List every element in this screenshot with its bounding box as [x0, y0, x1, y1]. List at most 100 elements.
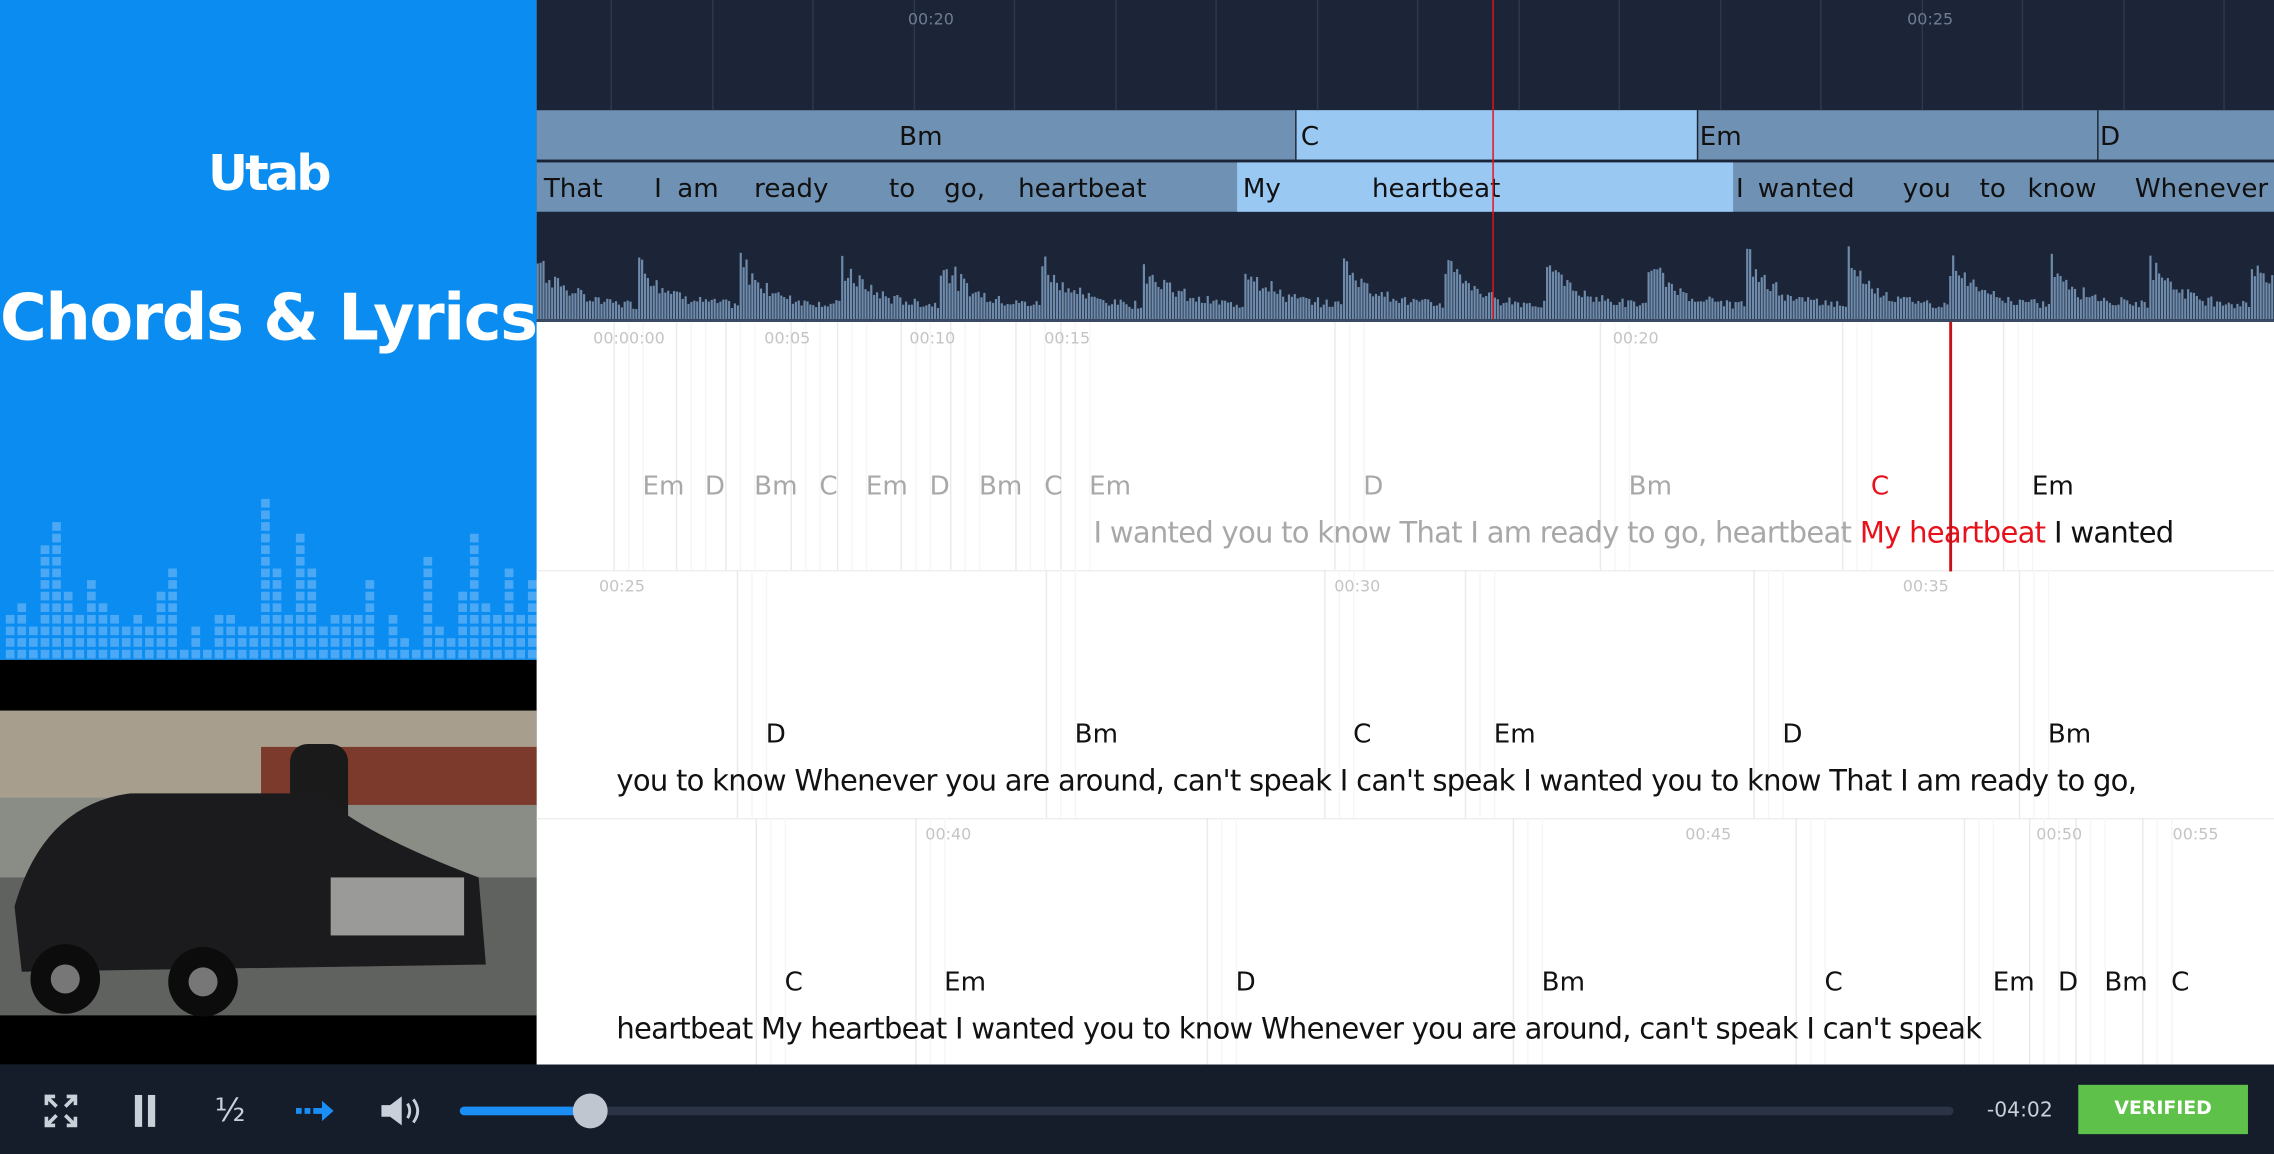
wave-bar	[1734, 302, 1737, 320]
progress-knob[interactable]	[572, 1093, 608, 1129]
wave-bar	[1972, 279, 1975, 320]
wave-bar	[2111, 305, 2114, 320]
wave-bar	[1763, 274, 1766, 320]
wave-bar	[1896, 296, 1900, 320]
wave-bar	[1482, 297, 1485, 320]
volume-button[interactable]	[380, 1094, 421, 1129]
wave-bar	[2259, 272, 2262, 320]
eq-cell	[63, 626, 73, 636]
eq-cell	[319, 638, 328, 647]
wave-bar	[1720, 300, 1723, 320]
eq-cell	[156, 626, 166, 636]
eq-cell	[295, 649, 305, 659]
wave-bar	[684, 296, 687, 320]
eq-cell	[29, 649, 38, 659]
wave-bar	[1186, 300, 1189, 320]
wave-bar	[1740, 301, 1743, 320]
wave-bar	[2233, 308, 2236, 320]
chord-divider	[2097, 110, 2099, 160]
word: Whenever	[2134, 174, 2269, 205]
word: wanted	[1757, 174, 1855, 205]
loop-button[interactable]	[295, 1099, 334, 1122]
progress-track[interactable]	[459, 1106, 1954, 1116]
wave-bar	[1212, 300, 1215, 320]
grid-line	[819, 321, 821, 570]
verified-button[interactable]: VERIFIED	[2078, 1084, 2248, 1135]
eq-cell	[516, 614, 526, 624]
wave-bar	[933, 302, 937, 320]
eq-cell	[191, 638, 201, 647]
wave-bar	[1438, 303, 1441, 320]
wave-bar	[568, 295, 571, 320]
eq-cell	[156, 591, 166, 601]
eq-cell	[52, 533, 61, 543]
wave-bar	[1267, 291, 1270, 320]
eq-cell	[353, 614, 363, 624]
eq-cell	[168, 603, 177, 613]
wave-bar	[2224, 304, 2227, 320]
beat-line	[1416, 0, 1419, 111]
wave-bar	[838, 300, 841, 320]
wave-bar	[1479, 293, 1482, 320]
word: I	[1736, 174, 1744, 205]
eq-cell	[295, 591, 305, 601]
wave-bar	[855, 286, 858, 320]
wave-bar	[1218, 304, 1221, 320]
word: to	[889, 174, 916, 205]
grid-line	[739, 321, 742, 570]
wave-bar	[1519, 307, 1523, 320]
wave-bar	[1284, 301, 1288, 320]
wave-bar	[1650, 270, 1653, 320]
video	[0, 659, 537, 1065]
grid-line	[1992, 817, 1995, 1066]
wave-bar	[1360, 278, 1363, 320]
word: heartbeat	[1018, 174, 1147, 205]
eq-cell	[249, 626, 259, 636]
wave-bar	[1508, 297, 1511, 320]
eq-cell	[87, 591, 96, 601]
eq-cell	[272, 591, 282, 601]
wave-bar	[751, 273, 754, 320]
wave-bar	[1662, 272, 1665, 320]
eq-cell	[504, 638, 514, 647]
eq-cell	[52, 580, 61, 589]
wave-bar	[1276, 293, 1279, 320]
wave-bar	[1148, 276, 1151, 320]
wave-bar	[1722, 306, 1726, 320]
wave-bar	[699, 296, 702, 320]
wave-bar	[638, 257, 641, 320]
wave-bar	[1450, 260, 1453, 320]
speed-button[interactable]: ½	[214, 1093, 246, 1130]
wave-bar	[948, 283, 951, 320]
wave-bar	[1638, 305, 1642, 320]
wave-bar	[1995, 297, 1998, 320]
wave-bar	[1250, 276, 1253, 320]
eq-cell	[295, 626, 305, 636]
wave-bar	[768, 296, 771, 320]
wave-bar	[1514, 301, 1517, 320]
wave-bar	[1351, 272, 1354, 320]
wave-bar	[1647, 272, 1650, 320]
eq-cell	[75, 638, 85, 647]
wave-bar	[1693, 301, 1697, 320]
wave-bar	[875, 292, 879, 320]
wave-bar	[588, 300, 591, 320]
grid-line	[2047, 569, 2050, 818]
wave-bar	[620, 307, 623, 320]
lyric: you to know Whenever you are around, can…	[616, 762, 2137, 798]
eq-cell	[249, 638, 259, 647]
wave-bar	[1226, 302, 1230, 320]
wave-bar	[1543, 300, 1546, 320]
remaining-time: -04:02	[1986, 1099, 2053, 1123]
eq-cell	[493, 649, 502, 659]
fullscreen-button[interactable]	[44, 1094, 79, 1129]
wave-bar	[2071, 286, 2074, 320]
eq-cell	[226, 649, 235, 659]
eq-cell	[237, 638, 247, 647]
wave-bar	[2001, 300, 2004, 320]
grid-line	[978, 321, 981, 570]
wave-base	[536, 319, 2274, 322]
wave-bar	[2094, 294, 2097, 320]
pause-button[interactable]	[133, 1094, 156, 1129]
